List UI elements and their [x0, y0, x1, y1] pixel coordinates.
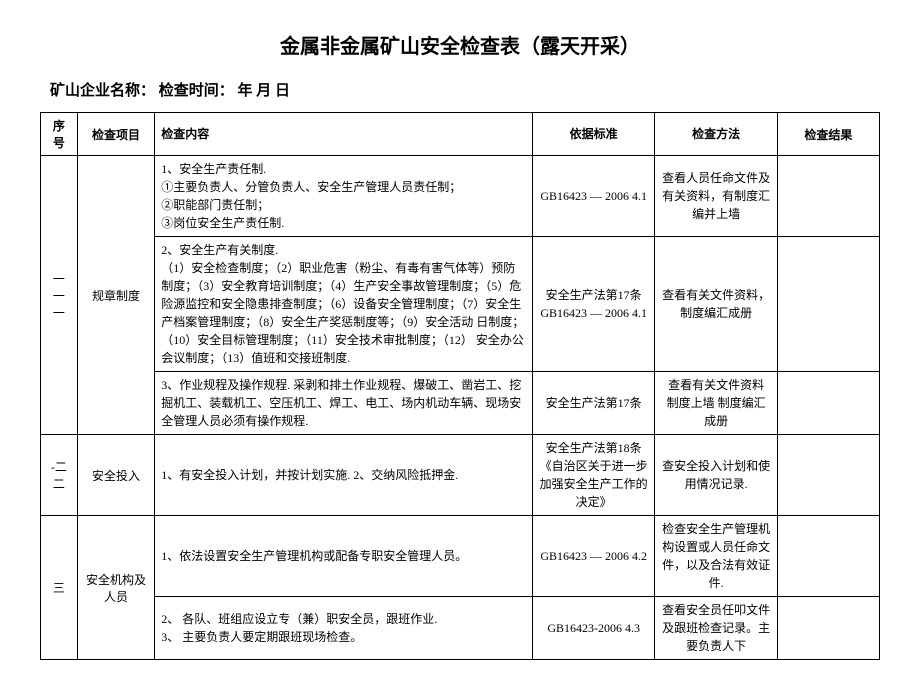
- table-row: 3、作业规程及操作规程. 采剥和排土作业规程、爆破工、凿岩工、挖 掘机工、装载机…: [41, 372, 880, 435]
- cell-result: [777, 597, 879, 660]
- cell-result: [777, 237, 879, 372]
- cell-basis: 安全生产法第17条: [532, 372, 654, 435]
- cell-basis: GB16423-2006 4.3: [532, 597, 654, 660]
- cell-seq: 三: [41, 516, 78, 660]
- cell-basis: 安全生产法第17条 GB16423 — 2006 4.1: [532, 237, 654, 372]
- cell-result: [777, 516, 879, 597]
- cell-content: 1、有安全投入计划，并按计划实施. 2、交纳风险抵押金.: [155, 435, 533, 516]
- cell-content: 2、安全生产有关制度. （1）安全检查制度；（2）职业危害（粉尘、有毒有害气体等…: [155, 237, 533, 372]
- cell-result: [777, 156, 879, 237]
- header-result: 检查结果: [777, 113, 879, 156]
- table-row: 一一一 规章制度 1、安全生产责任制. ①主要负责人、分管负责人、安全生产管理人…: [41, 156, 880, 237]
- table-row: 三 安全机构及 人员 1、依法设置安全生产管理机构或配备专职安全管理人员。 GB…: [41, 516, 880, 597]
- table-body: 一一一 规章制度 1、安全生产责任制. ①主要负责人、分管负责人、安全生产管理人…: [41, 156, 880, 660]
- header-method: 检查方法: [655, 113, 777, 156]
- cell-basis: GB16423 — 2006 4.2: [532, 516, 654, 597]
- cell-method: 查看有关文件资料 制度上墙 制度编汇成册: [655, 372, 777, 435]
- cell-method: 查看人员任命文件及有关资料，有制度汇编并上墙: [655, 156, 777, 237]
- cell-item: 安全投入: [77, 435, 155, 516]
- inspection-table: 序号 检查项目 检查内容 依据标准 检查方法 检查结果 一一一 规章制度 1、安…: [40, 112, 880, 660]
- cell-method: 查安全投入计划和使用情况记录.: [655, 435, 777, 516]
- cell-content: 1、安全生产责任制. ①主要负责人、分管负责人、安全生产管理人员责任制；②职能部…: [155, 156, 533, 237]
- header-content: 检查内容: [155, 113, 533, 156]
- cell-seq: 一一一: [41, 156, 78, 435]
- cell-method: 检查安全生产管理机构设置或人员任命文件，以及合法有效证件.: [655, 516, 777, 597]
- cell-content: 1、依法设置安全生产管理机构或配备专职安全管理人员。: [155, 516, 533, 597]
- cell-method: 查看有关文件资料，制度编汇成册: [655, 237, 777, 372]
- page-title: 金属非金属矿山安全检查表（露天开采）: [40, 30, 880, 59]
- header-basis: 依据标准: [532, 113, 654, 156]
- cell-seq: -二二: [41, 435, 78, 516]
- page-subtitle: 矿山企业名称： 检查时间： 年 月 日: [40, 79, 880, 100]
- table-row: 2、 各队、班组应设立专（兼）职安全员，跟班作业. 3、 主要负责人要定期跟班现…: [41, 597, 880, 660]
- cell-result: [777, 372, 879, 435]
- cell-method: 查看安全员任叩文件及跟班检查记录。主要负责人下: [655, 597, 777, 660]
- cell-result: [777, 435, 879, 516]
- cell-content: 2、 各队、班组应设立专（兼）职安全员，跟班作业. 3、 主要负责人要定期跟班现…: [155, 597, 533, 660]
- table-row: -二二 安全投入 1、有安全投入计划，并按计划实施. 2、交纳风险抵押金. 安全…: [41, 435, 880, 516]
- table-header-row: 序号 检查项目 检查内容 依据标准 检查方法 检查结果: [41, 113, 880, 156]
- cell-basis: GB16423 — 2006 4.1: [532, 156, 654, 237]
- header-seq: 序号: [41, 113, 78, 156]
- cell-content: 3、作业规程及操作规程. 采剥和排土作业规程、爆破工、凿岩工、挖 掘机工、装载机…: [155, 372, 533, 435]
- cell-item: 规章制度: [77, 156, 155, 435]
- table-row: 2、安全生产有关制度. （1）安全检查制度；（2）职业危害（粉尘、有毒有害气体等…: [41, 237, 880, 372]
- cell-item: 安全机构及 人员: [77, 516, 155, 660]
- header-item: 检查项目: [77, 113, 155, 156]
- cell-basis: 安全生产法第18条 《自治区关于进一步加强安全生产工作的决定》: [532, 435, 654, 516]
